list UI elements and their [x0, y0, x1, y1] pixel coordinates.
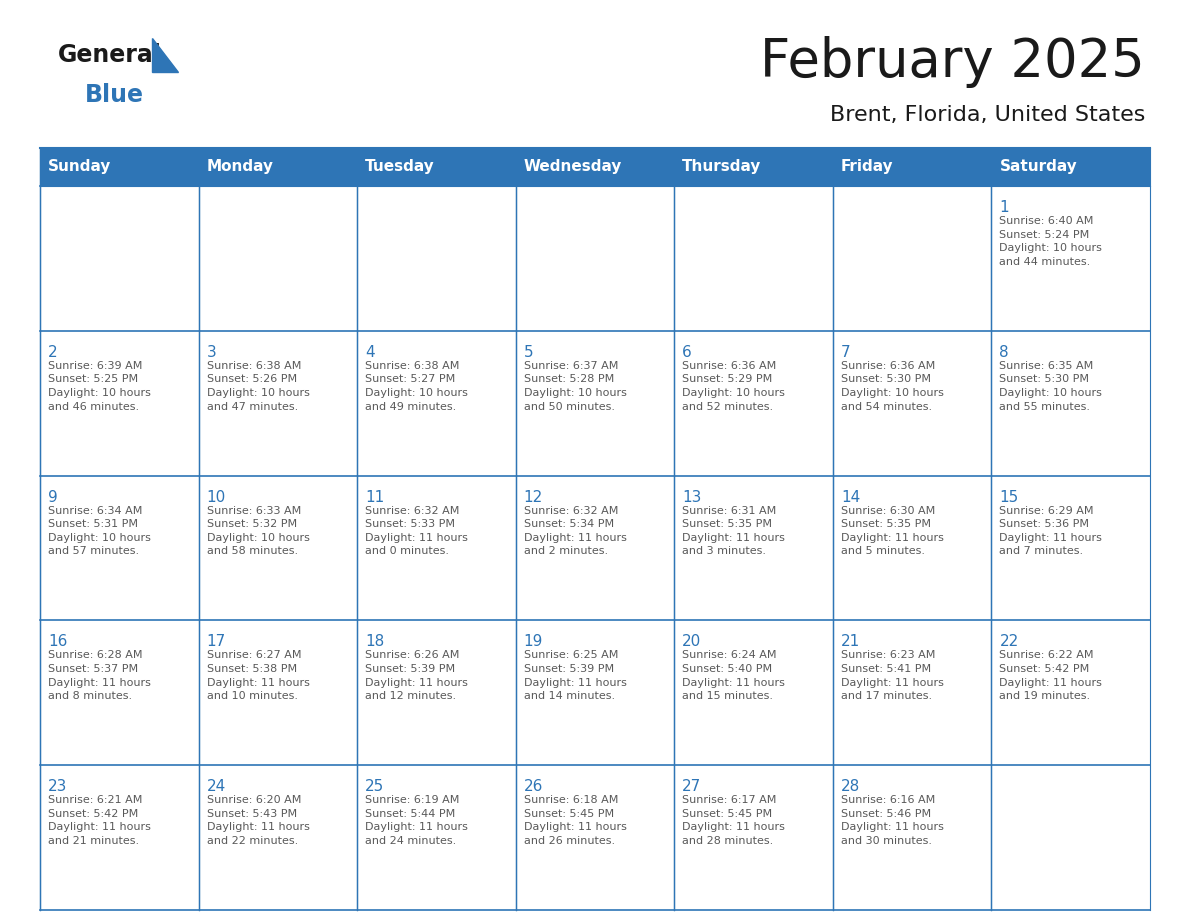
Text: 23: 23 — [48, 779, 68, 794]
Text: Sunrise: 6:39 AM
Sunset: 5:25 PM
Daylight: 10 hours
and 46 minutes.: Sunrise: 6:39 AM Sunset: 5:25 PM Dayligh… — [48, 361, 151, 411]
Text: Sunrise: 6:24 AM
Sunset: 5:40 PM
Daylight: 11 hours
and 15 minutes.: Sunrise: 6:24 AM Sunset: 5:40 PM Dayligh… — [682, 650, 785, 701]
Text: 25: 25 — [365, 779, 385, 794]
Text: 7: 7 — [841, 345, 851, 360]
Text: Sunrise: 6:22 AM
Sunset: 5:42 PM
Daylight: 11 hours
and 19 minutes.: Sunrise: 6:22 AM Sunset: 5:42 PM Dayligh… — [999, 650, 1102, 701]
Text: 27: 27 — [682, 779, 702, 794]
Text: Sunrise: 6:35 AM
Sunset: 5:30 PM
Daylight: 10 hours
and 55 minutes.: Sunrise: 6:35 AM Sunset: 5:30 PM Dayligh… — [999, 361, 1102, 411]
Text: Sunrise: 6:21 AM
Sunset: 5:42 PM
Daylight: 11 hours
and 21 minutes.: Sunrise: 6:21 AM Sunset: 5:42 PM Dayligh… — [48, 795, 151, 846]
Text: Tuesday: Tuesday — [365, 160, 435, 174]
Text: Monday: Monday — [207, 160, 273, 174]
Text: Thursday: Thursday — [682, 160, 762, 174]
Text: 2: 2 — [48, 345, 58, 360]
Text: Sunrise: 6:38 AM
Sunset: 5:26 PM
Daylight: 10 hours
and 47 minutes.: Sunrise: 6:38 AM Sunset: 5:26 PM Dayligh… — [207, 361, 309, 411]
Text: 26: 26 — [524, 779, 543, 794]
Text: Sunrise: 6:16 AM
Sunset: 5:46 PM
Daylight: 11 hours
and 30 minutes.: Sunrise: 6:16 AM Sunset: 5:46 PM Dayligh… — [841, 795, 943, 846]
Text: Sunrise: 6:37 AM
Sunset: 5:28 PM
Daylight: 10 hours
and 50 minutes.: Sunrise: 6:37 AM Sunset: 5:28 PM Dayligh… — [524, 361, 626, 411]
Text: Sunrise: 6:40 AM
Sunset: 5:24 PM
Daylight: 10 hours
and 44 minutes.: Sunrise: 6:40 AM Sunset: 5:24 PM Dayligh… — [999, 216, 1102, 267]
Text: Sunrise: 6:32 AM
Sunset: 5:34 PM
Daylight: 11 hours
and 2 minutes.: Sunrise: 6:32 AM Sunset: 5:34 PM Dayligh… — [524, 506, 626, 556]
Text: Sunrise: 6:27 AM
Sunset: 5:38 PM
Daylight: 11 hours
and 10 minutes.: Sunrise: 6:27 AM Sunset: 5:38 PM Dayligh… — [207, 650, 309, 701]
Text: 14: 14 — [841, 489, 860, 505]
Text: 12: 12 — [524, 489, 543, 505]
Text: 1: 1 — [999, 200, 1009, 215]
Text: Sunrise: 6:30 AM
Sunset: 5:35 PM
Daylight: 11 hours
and 5 minutes.: Sunrise: 6:30 AM Sunset: 5:35 PM Dayligh… — [841, 506, 943, 556]
Text: Sunrise: 6:33 AM
Sunset: 5:32 PM
Daylight: 10 hours
and 58 minutes.: Sunrise: 6:33 AM Sunset: 5:32 PM Dayligh… — [207, 506, 309, 556]
Text: 22: 22 — [999, 634, 1018, 649]
Bar — [40, 148, 1150, 186]
Text: Sunrise: 6:26 AM
Sunset: 5:39 PM
Daylight: 11 hours
and 12 minutes.: Sunrise: 6:26 AM Sunset: 5:39 PM Dayligh… — [365, 650, 468, 701]
Text: 18: 18 — [365, 634, 385, 649]
Text: Sunrise: 6:20 AM
Sunset: 5:43 PM
Daylight: 11 hours
and 22 minutes.: Sunrise: 6:20 AM Sunset: 5:43 PM Dayligh… — [207, 795, 309, 846]
Text: Sunrise: 6:25 AM
Sunset: 5:39 PM
Daylight: 11 hours
and 14 minutes.: Sunrise: 6:25 AM Sunset: 5:39 PM Dayligh… — [524, 650, 626, 701]
Polygon shape — [152, 38, 178, 72]
Text: 8: 8 — [999, 345, 1009, 360]
Text: 9: 9 — [48, 489, 58, 505]
Text: Friday: Friday — [841, 160, 893, 174]
Text: Sunrise: 6:18 AM
Sunset: 5:45 PM
Daylight: 11 hours
and 26 minutes.: Sunrise: 6:18 AM Sunset: 5:45 PM Dayligh… — [524, 795, 626, 846]
Text: February 2025: February 2025 — [760, 36, 1145, 88]
Text: Sunrise: 6:28 AM
Sunset: 5:37 PM
Daylight: 11 hours
and 8 minutes.: Sunrise: 6:28 AM Sunset: 5:37 PM Dayligh… — [48, 650, 151, 701]
Text: Blue: Blue — [86, 83, 144, 107]
Text: 13: 13 — [682, 489, 702, 505]
Text: Sunrise: 6:19 AM
Sunset: 5:44 PM
Daylight: 11 hours
and 24 minutes.: Sunrise: 6:19 AM Sunset: 5:44 PM Dayligh… — [365, 795, 468, 846]
Text: Brent, Florida, United States: Brent, Florida, United States — [829, 105, 1145, 125]
Text: 15: 15 — [999, 489, 1018, 505]
Text: 11: 11 — [365, 489, 385, 505]
Text: Sunrise: 6:36 AM
Sunset: 5:30 PM
Daylight: 10 hours
and 54 minutes.: Sunrise: 6:36 AM Sunset: 5:30 PM Dayligh… — [841, 361, 943, 411]
Text: 10: 10 — [207, 489, 226, 505]
Text: General: General — [58, 43, 162, 67]
Text: 28: 28 — [841, 779, 860, 794]
Text: 5: 5 — [524, 345, 533, 360]
Text: 4: 4 — [365, 345, 374, 360]
Text: Sunrise: 6:36 AM
Sunset: 5:29 PM
Daylight: 10 hours
and 52 minutes.: Sunrise: 6:36 AM Sunset: 5:29 PM Dayligh… — [682, 361, 785, 411]
Text: Sunrise: 6:32 AM
Sunset: 5:33 PM
Daylight: 11 hours
and 0 minutes.: Sunrise: 6:32 AM Sunset: 5:33 PM Dayligh… — [365, 506, 468, 556]
Text: 24: 24 — [207, 779, 226, 794]
Text: Sunrise: 6:17 AM
Sunset: 5:45 PM
Daylight: 11 hours
and 28 minutes.: Sunrise: 6:17 AM Sunset: 5:45 PM Dayligh… — [682, 795, 785, 846]
Text: Sunrise: 6:23 AM
Sunset: 5:41 PM
Daylight: 11 hours
and 17 minutes.: Sunrise: 6:23 AM Sunset: 5:41 PM Dayligh… — [841, 650, 943, 701]
Text: Sunrise: 6:34 AM
Sunset: 5:31 PM
Daylight: 10 hours
and 57 minutes.: Sunrise: 6:34 AM Sunset: 5:31 PM Dayligh… — [48, 506, 151, 556]
Text: 6: 6 — [682, 345, 693, 360]
Text: 20: 20 — [682, 634, 702, 649]
Text: Sunday: Sunday — [48, 160, 112, 174]
Text: Wednesday: Wednesday — [524, 160, 623, 174]
Text: 19: 19 — [524, 634, 543, 649]
Text: 17: 17 — [207, 634, 226, 649]
Text: 16: 16 — [48, 634, 68, 649]
Text: 3: 3 — [207, 345, 216, 360]
Text: 21: 21 — [841, 634, 860, 649]
Text: Sunrise: 6:29 AM
Sunset: 5:36 PM
Daylight: 11 hours
and 7 minutes.: Sunrise: 6:29 AM Sunset: 5:36 PM Dayligh… — [999, 506, 1102, 556]
Text: Saturday: Saturday — [999, 160, 1078, 174]
Text: Sunrise: 6:31 AM
Sunset: 5:35 PM
Daylight: 11 hours
and 3 minutes.: Sunrise: 6:31 AM Sunset: 5:35 PM Dayligh… — [682, 506, 785, 556]
Text: Sunrise: 6:38 AM
Sunset: 5:27 PM
Daylight: 10 hours
and 49 minutes.: Sunrise: 6:38 AM Sunset: 5:27 PM Dayligh… — [365, 361, 468, 411]
